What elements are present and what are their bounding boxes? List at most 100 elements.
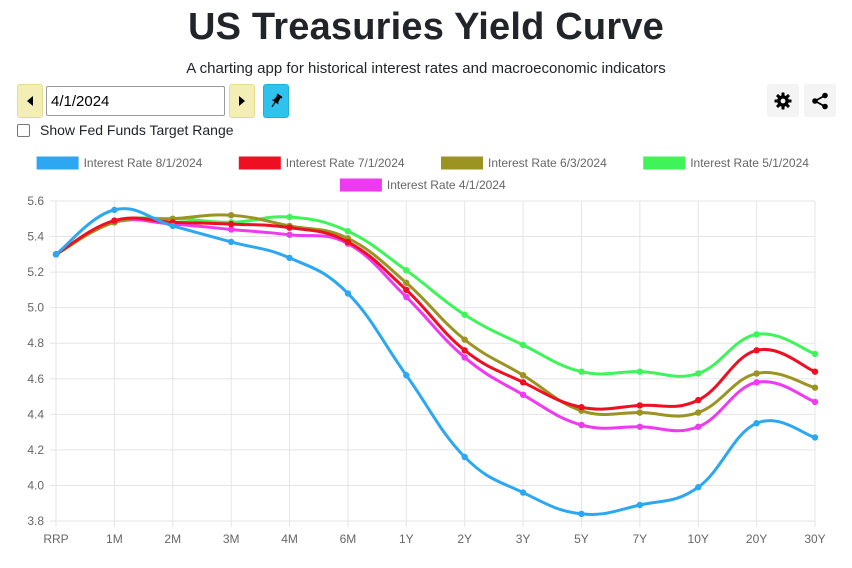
legend-label[interactable]: Interest Rate 6/3/2024 xyxy=(488,156,607,170)
data-point[interactable] xyxy=(753,379,760,386)
x-tick-label: 2Y xyxy=(457,532,472,546)
legend-label[interactable]: Interest Rate 4/1/2024 xyxy=(387,178,506,192)
data-point[interactable] xyxy=(461,311,468,318)
pin-button[interactable] xyxy=(263,84,289,118)
data-point[interactable] xyxy=(636,501,644,509)
data-point[interactable] xyxy=(578,404,585,411)
data-point[interactable] xyxy=(811,350,819,358)
data-point[interactable] xyxy=(403,267,410,274)
data-point[interactable] xyxy=(753,420,760,427)
data-point[interactable] xyxy=(344,228,352,235)
data-point[interactable] xyxy=(753,347,760,354)
x-tick-label: 4M xyxy=(281,532,298,546)
data-point[interactable] xyxy=(403,372,410,379)
gear-icon xyxy=(774,92,792,109)
legend-label[interactable]: Interest Rate 8/1/2024 xyxy=(84,156,203,170)
data-point[interactable] xyxy=(636,423,644,430)
data-point[interactable] xyxy=(227,238,235,246)
data-point[interactable] xyxy=(111,217,118,224)
data-point[interactable] xyxy=(636,409,644,416)
fed-funds-checkbox[interactable] xyxy=(17,123,30,137)
y-tick-label: 4.6 xyxy=(27,372,44,386)
y-tick-label: 3.8 xyxy=(27,514,44,528)
caret-left-icon xyxy=(27,96,33,106)
data-point[interactable] xyxy=(519,379,527,386)
series-line xyxy=(54,215,817,378)
data-point[interactable] xyxy=(344,238,352,246)
data-point[interactable] xyxy=(636,402,644,409)
y-tick-label: 4.4 xyxy=(27,407,44,421)
y-tick-label: 5.4 xyxy=(27,230,44,244)
legend-swatch[interactable] xyxy=(441,156,483,170)
data-point[interactable] xyxy=(286,213,293,221)
data-point[interactable] xyxy=(578,368,585,375)
data-point[interactable] xyxy=(111,206,118,214)
data-point[interactable] xyxy=(52,251,60,258)
data-point[interactable] xyxy=(403,286,410,294)
data-point[interactable] xyxy=(811,384,819,391)
data-point[interactable] xyxy=(811,434,819,441)
legend-swatch[interactable] xyxy=(36,156,79,170)
data-point[interactable] xyxy=(403,293,410,301)
data-point[interactable] xyxy=(519,391,527,398)
data-point[interactable] xyxy=(695,484,702,491)
x-tick-label: 3Y xyxy=(516,532,531,546)
data-point[interactable] xyxy=(636,368,644,375)
y-tick-label: 5.2 xyxy=(27,265,44,279)
fed-funds-option: Show Fed Funds Target Range xyxy=(17,122,234,138)
data-point[interactable] xyxy=(578,510,585,518)
page-title: US Treasuries Yield Curve xyxy=(187,6,664,48)
previous-date-button[interactable] xyxy=(17,84,43,118)
data-point[interactable] xyxy=(169,222,176,230)
legend-label[interactable]: Interest Rate 7/1/2024 xyxy=(286,156,405,170)
data-point[interactable] xyxy=(811,368,819,375)
settings-button[interactable] xyxy=(767,84,799,117)
data-point[interactable] xyxy=(461,453,468,461)
data-point[interactable] xyxy=(695,409,702,416)
pin-icon xyxy=(271,93,283,108)
y-tick-label: 5.6 xyxy=(27,194,44,208)
data-point[interactable] xyxy=(286,254,293,262)
data-point[interactable] xyxy=(811,398,819,406)
data-point[interactable] xyxy=(753,331,760,338)
legend-swatch[interactable] xyxy=(339,178,382,192)
x-tick-label: RRP xyxy=(43,532,68,546)
y-tick-label: 4.0 xyxy=(27,478,44,492)
data-point[interactable] xyxy=(519,372,527,379)
y-tick-label: 4.2 xyxy=(27,443,44,457)
data-point[interactable] xyxy=(227,220,235,228)
page-subtitle: A charting app for historical interest r… xyxy=(186,60,666,77)
data-point[interactable] xyxy=(227,212,235,219)
legend-swatch[interactable] xyxy=(643,156,686,170)
series-line xyxy=(54,207,817,516)
x-tick-label: 1Y xyxy=(399,532,414,546)
next-date-button[interactable] xyxy=(229,84,255,118)
data-point[interactable] xyxy=(519,489,527,496)
data-point[interactable] xyxy=(227,226,235,233)
data-point[interactable] xyxy=(344,290,352,297)
data-point[interactable] xyxy=(578,421,585,429)
legend-swatch[interactable] xyxy=(238,156,281,170)
data-point[interactable] xyxy=(519,341,527,349)
data-point[interactable] xyxy=(695,396,702,404)
data-point[interactable] xyxy=(695,370,702,377)
data-point[interactable] xyxy=(461,347,468,354)
x-tick-label: 5Y xyxy=(574,532,589,546)
data-point[interactable] xyxy=(461,354,468,361)
share-button[interactable] xyxy=(804,84,836,117)
data-point[interactable] xyxy=(403,279,410,286)
data-point[interactable] xyxy=(753,370,760,377)
legend-label[interactable]: Interest Rate 5/1/2024 xyxy=(690,156,809,170)
date-input[interactable] xyxy=(46,86,225,116)
y-tick-label: 4.8 xyxy=(27,336,44,350)
x-tick-label: 10Y xyxy=(688,532,709,546)
x-tick-label: 30Y xyxy=(804,532,825,546)
data-point[interactable] xyxy=(286,224,293,231)
data-point[interactable] xyxy=(286,231,293,238)
data-point[interactable] xyxy=(461,336,468,343)
x-tick-label: 20Y xyxy=(746,532,767,546)
x-tick-label: 2M xyxy=(164,532,181,546)
caret-right-icon xyxy=(239,96,245,106)
data-point[interactable] xyxy=(695,423,702,430)
x-tick-label: 7Y xyxy=(633,532,648,546)
